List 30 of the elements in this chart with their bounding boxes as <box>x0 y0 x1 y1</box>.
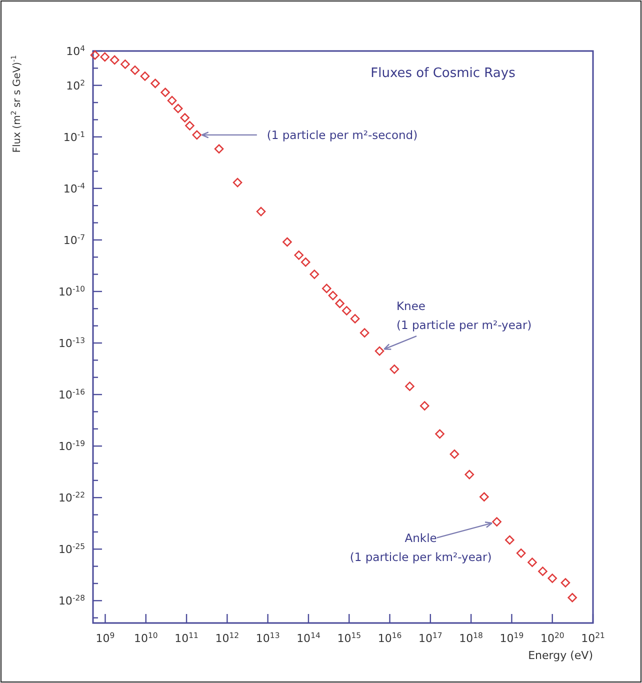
x-tick-label: 10$^{15}$ <box>337 630 362 645</box>
y-tick-label: 10$^{-4}$ <box>63 180 86 196</box>
x-tick-label: 10$^{16}$ <box>378 630 402 645</box>
annotation: Knee (1 particle per m²-year) <box>396 299 532 332</box>
y-tick-label: 10$^{-25}$ <box>58 542 86 556</box>
y-tick-label: 10$^{4}$ <box>66 44 86 58</box>
y-tick-label: 10$^{-28}$ <box>58 593 86 608</box>
annotation: Ankle (1 particle per km²-year) <box>350 530 492 564</box>
x-tick-label: 10$^{12}$ <box>215 630 240 645</box>
y-tick-label: 10$^{-16}$ <box>58 387 86 402</box>
y-tick-label: 10$^{2}$ <box>66 78 86 92</box>
x-tick-label: 10$^{9}$ <box>96 630 115 645</box>
y-tick-label: 10$^{-13}$ <box>58 336 86 350</box>
x-tick-label: 10$^{17}$ <box>418 630 442 645</box>
x-tick-label: 10$^{18}$ <box>459 630 484 645</box>
y-tick-label: 10$^{-22}$ <box>58 490 86 505</box>
annotation: (1 particle per m²-second) <box>266 128 418 142</box>
text: Fluxes of Cosmic Rays <box>370 66 516 81</box>
x-axis-title: Energy (eV) <box>528 649 593 662</box>
x-tick-label: 10$^{11}$ <box>174 630 199 645</box>
y-tick-label: 10$^{-19}$ <box>58 438 86 454</box>
x-tick-label: 10$^{10}$ <box>134 630 158 645</box>
x-tick-label: 10$^{13}$ <box>256 630 280 645</box>
y-tick-label: 10$^{-1}$ <box>63 129 86 144</box>
y-tick-label: 10$^{-10}$ <box>58 284 86 298</box>
x-tick-label: 10$^{21}$ <box>581 630 605 645</box>
x-tick-label: 10$^{20}$ <box>540 630 564 645</box>
y-tick-label: 10$^{-7}$ <box>63 232 86 247</box>
x-tick-label: 10$^{19}$ <box>500 630 524 645</box>
x-tick-label: 10$^{14}$ <box>296 630 320 645</box>
